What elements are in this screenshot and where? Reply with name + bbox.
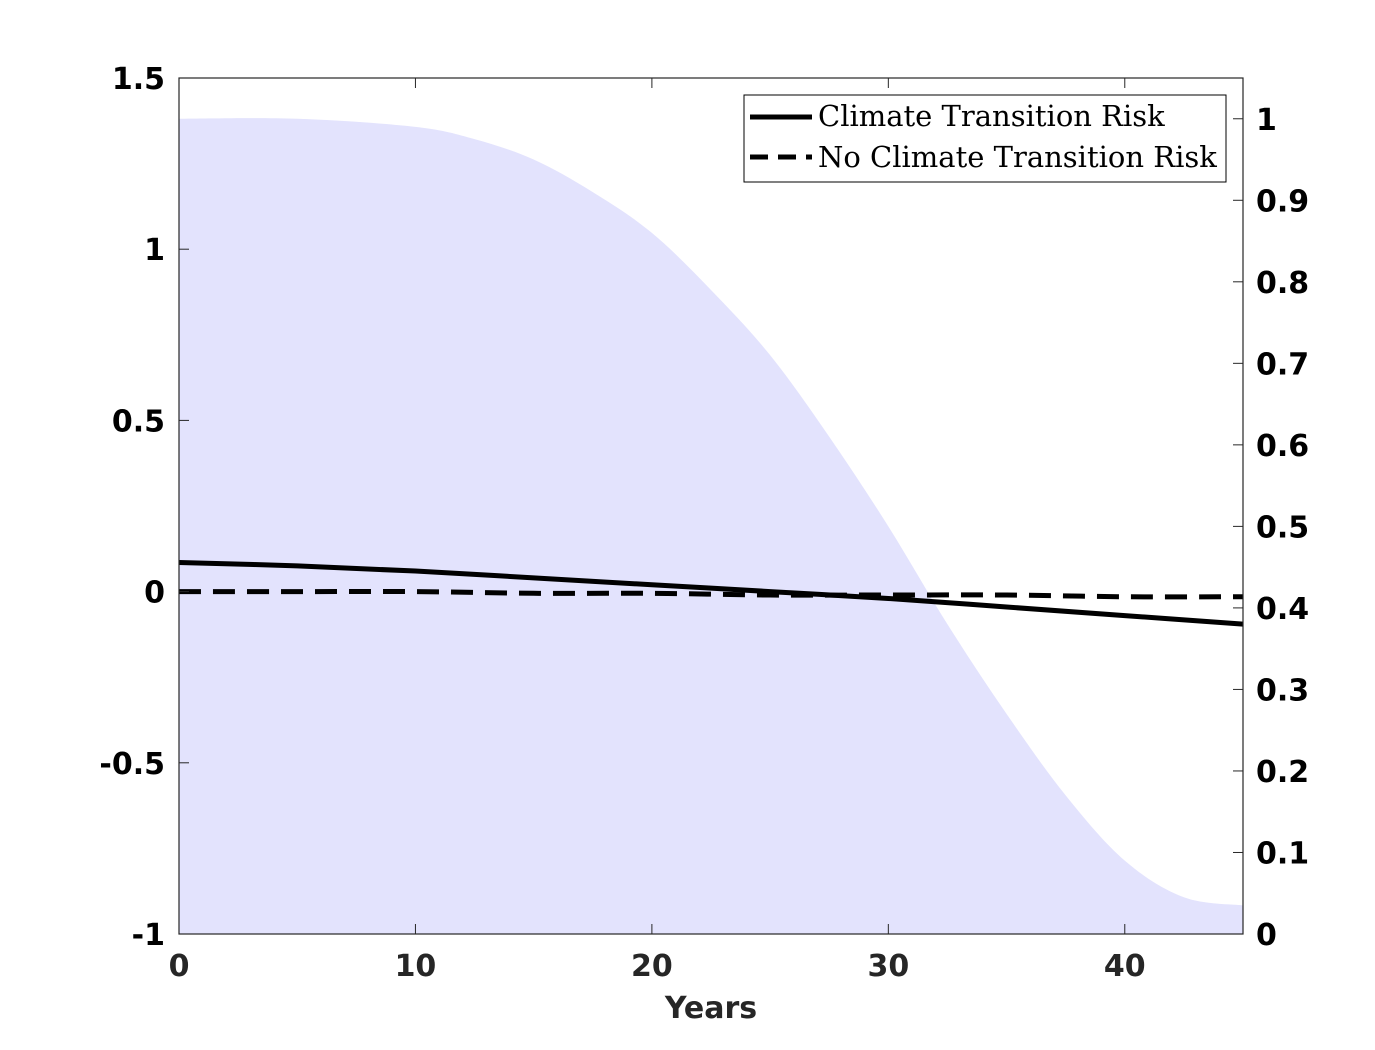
shaded-area-layer	[179, 118, 1243, 934]
y2-tick-label: 0.1	[1256, 836, 1309, 871]
y2-tick-label: 0.4	[1256, 592, 1309, 627]
y2-tick-label: 1	[1256, 103, 1277, 138]
legend-entry-no-climate-transition-risk: No Climate Transition Risk	[818, 140, 1217, 174]
y-tick-label: 1	[144, 233, 165, 268]
series-line-climate-transition-risk	[178, 560, 1244, 627]
y-tick-label: -1	[132, 918, 165, 953]
y2-tick-label: 0.9	[1256, 184, 1309, 219]
x-axis-title: Years	[664, 991, 757, 1026]
series-layer	[178, 560, 1244, 627]
shaded-area	[179, 118, 1243, 934]
y2-tick-label: 0.7	[1256, 347, 1309, 382]
x-tick-label: 30	[867, 949, 909, 984]
y-tick-label: -0.5	[99, 747, 165, 782]
legend: Climate Transition Risk No Climate Trans…	[743, 94, 1227, 183]
y2-tick-label: 0.5	[1256, 510, 1309, 545]
ticks-layer: 0 10 20 30 40 -1 -0.5 0 0.5 1 1.5 0 0.1 0.2 0.3 0.4 0.5 0…	[99, 62, 1309, 984]
y-tick-label: 0.5	[112, 404, 165, 439]
legend-entry-climate-transition-risk: Climate Transition Risk	[818, 99, 1165, 133]
y-tick-label: 1.5	[112, 62, 165, 97]
y2-tick-label: 0	[1256, 918, 1277, 953]
y2-tick-label: 0.2	[1256, 755, 1309, 790]
series-line-no-climate-transition-risk	[179, 588, 1244, 600]
y2-tick-label: 0.3	[1256, 673, 1309, 708]
legend-box	[743, 94, 1227, 183]
y-tick-label: 0	[144, 576, 165, 611]
x-tick-label: 40	[1104, 949, 1146, 984]
x-tick-label: 10	[395, 949, 437, 984]
y2-tick-label: 0.6	[1256, 429, 1309, 464]
axes-layer	[178, 77, 1244, 935]
x-tick-label: 0	[169, 949, 190, 984]
x-tick-label: 20	[631, 949, 673, 984]
y2-tick-label: 0.8	[1256, 266, 1309, 301]
axes-frame	[178, 77, 1244, 935]
